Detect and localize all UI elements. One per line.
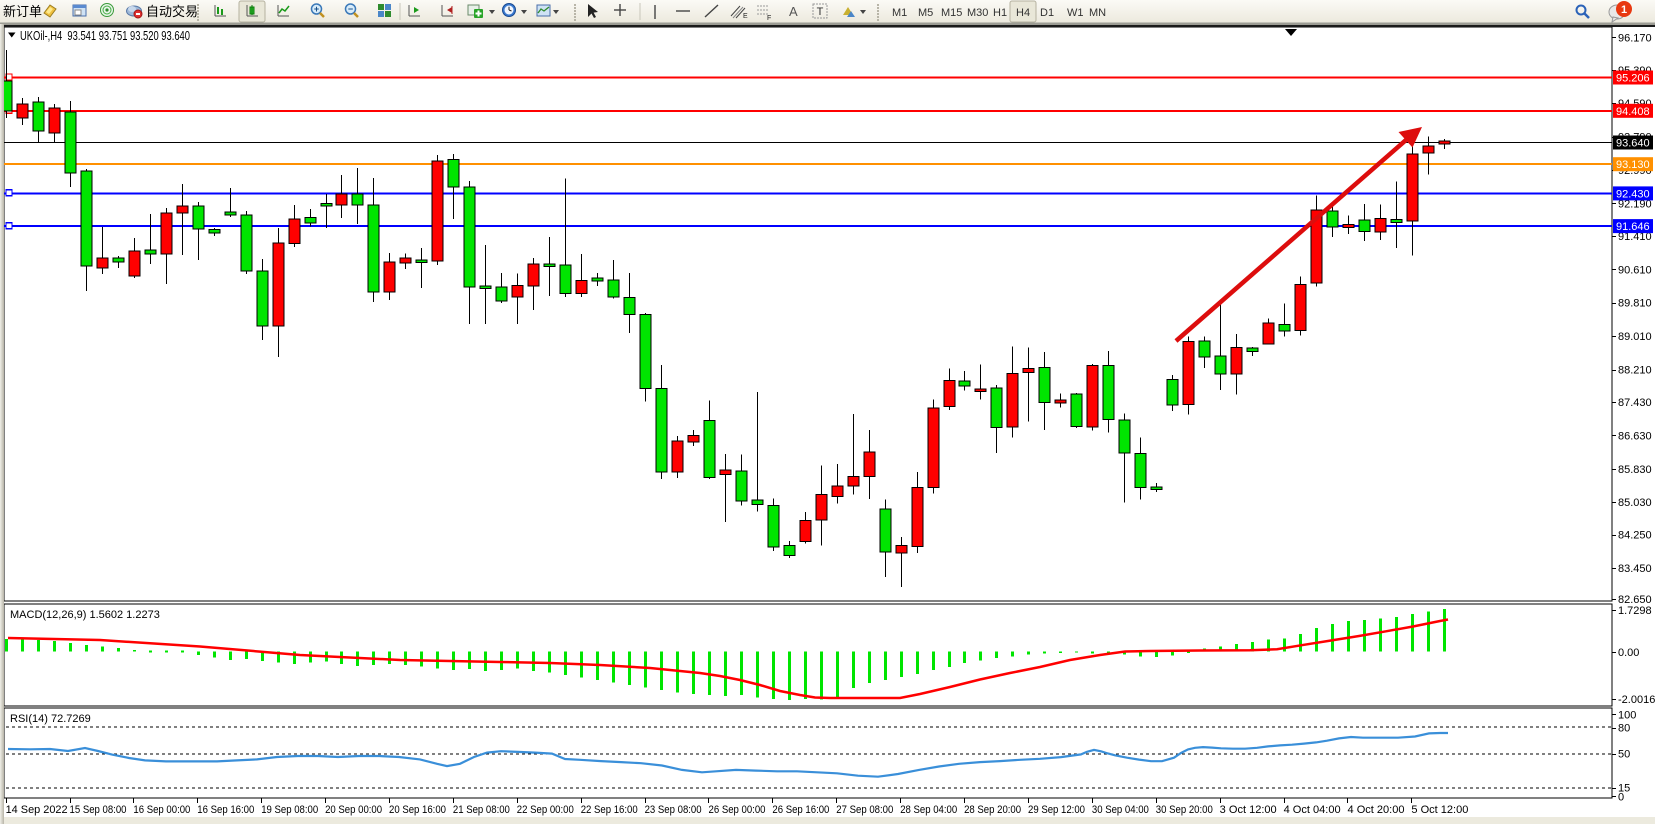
svg-text:-2.0016: -2.0016 [1618,694,1655,706]
svg-text:3 Oct 12:00: 3 Oct 12:00 [1220,804,1277,816]
svg-text:16 Sep 00:00: 16 Sep 00:00 [133,804,190,816]
svg-text:22 Sep 00:00: 22 Sep 00:00 [517,804,574,816]
svg-text:MN: MN [1089,7,1106,19]
svg-text:UKOil-,H4 93.541 93.751 93.52: UKOil-,H4 93.541 93.751 93.520 93.640 [20,29,190,43]
svg-text:93.130: 93.130 [1616,159,1650,171]
svg-text:21 Sep 08:00: 21 Sep 08:00 [453,804,510,816]
svg-text:87.430: 87.430 [1618,397,1652,409]
svg-text:4 Oct 04:00: 4 Oct 04:00 [1284,804,1341,816]
svg-text:20 Sep 00:00: 20 Sep 00:00 [325,804,382,816]
svg-text:90.610: 90.610 [1618,264,1652,276]
svg-text:85.030: 85.030 [1618,497,1652,509]
svg-text:88.210: 88.210 [1618,365,1652,377]
svg-text:50: 50 [1618,749,1630,761]
svg-text:91.410: 91.410 [1618,231,1652,243]
svg-text:M15: M15 [941,7,962,19]
svg-text:91.646: 91.646 [1616,221,1650,233]
svg-text:22 Sep 16:00: 22 Sep 16:00 [581,804,638,816]
svg-text:RSI(14) 72.7269: RSI(14) 72.7269 [10,713,91,725]
svg-text:28 Sep 20:00: 28 Sep 20:00 [964,804,1021,816]
svg-text:M1: M1 [892,7,907,19]
svg-text:89.010: 89.010 [1618,331,1652,343]
svg-text:27 Sep 08:00: 27 Sep 08:00 [836,804,893,816]
svg-text:85.830: 85.830 [1618,464,1652,476]
svg-text:30 Sep 04:00: 30 Sep 04:00 [1092,804,1149,816]
svg-text:H1: H1 [993,7,1007,19]
svg-text:92.190: 92.190 [1618,198,1652,210]
svg-text:84.250: 84.250 [1618,530,1652,542]
svg-text:92.430: 92.430 [1616,188,1650,200]
svg-text:80: 80 [1618,723,1630,735]
svg-text:23 Sep 08:00: 23 Sep 08:00 [645,804,702,816]
svg-text:5 Oct 12:00: 5 Oct 12:00 [1411,804,1468,816]
svg-text:15: 15 [1618,783,1630,795]
svg-text:100: 100 [1618,710,1636,722]
svg-text:4 Oct 20:00: 4 Oct 20:00 [1348,804,1405,816]
svg-text:1: 1 [1621,4,1627,16]
svg-text:26 Sep 00:00: 26 Sep 00:00 [709,804,766,816]
svg-text:19 Sep 08:00: 19 Sep 08:00 [261,804,318,816]
svg-text:A: A [789,4,798,19]
svg-text:20 Sep 16:00: 20 Sep 16:00 [389,804,446,816]
svg-text:86.630: 86.630 [1618,430,1652,442]
svg-text:30 Sep 20:00: 30 Sep 20:00 [1156,804,1213,816]
svg-text:W1: W1 [1067,7,1084,19]
svg-text:自动交易: 自动交易 [146,4,198,19]
svg-text:D1: D1 [1040,7,1054,19]
svg-text:0.00: 0.00 [1618,647,1639,659]
svg-text:26 Sep 16:00: 26 Sep 16:00 [772,804,829,816]
svg-text:83.450: 83.450 [1618,563,1652,575]
svg-text:93.640: 93.640 [1616,138,1650,150]
svg-text:T: T [817,6,824,18]
svg-text:+: + [314,4,319,14]
svg-text:M30: M30 [967,7,988,19]
svg-text:28 Sep 04:00: 28 Sep 04:00 [900,804,957,816]
svg-text:29 Sep 12:00: 29 Sep 12:00 [1028,804,1085,816]
svg-text:95.206: 95.206 [1616,73,1650,85]
svg-text:F: F [767,15,771,22]
svg-text:15 Sep 08:00: 15 Sep 08:00 [70,804,127,816]
svg-text:E: E [743,13,748,20]
svg-text:1.7298: 1.7298 [1618,605,1652,617]
svg-text:89.810: 89.810 [1618,298,1652,310]
svg-text:94.408: 94.408 [1616,106,1650,118]
svg-text:M5: M5 [918,7,933,19]
svg-text:H4: H4 [1016,7,1030,19]
svg-text:0: 0 [1618,792,1624,804]
svg-text:82.650: 82.650 [1618,594,1652,606]
svg-text:新订单: 新订单 [3,4,42,19]
svg-text:16 Sep 16:00: 16 Sep 16:00 [197,804,254,816]
svg-text:MACD(12,26,9) 1.5602 1.2273: MACD(12,26,9) 1.5602 1.2273 [10,609,160,621]
svg-text:−: − [348,4,353,14]
svg-text:14 Sep 2022: 14 Sep 2022 [6,804,68,816]
svg-text:96.170: 96.170 [1618,32,1652,44]
